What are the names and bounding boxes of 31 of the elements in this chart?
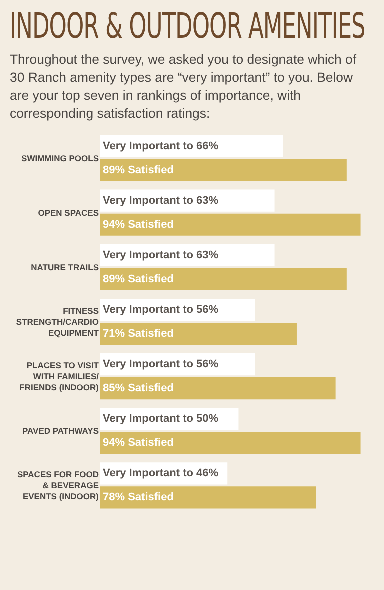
data-label: 89% Satisfied — [103, 164, 174, 176]
bar — [100, 378, 336, 400]
data-label: Very Important to 66% — [103, 140, 219, 152]
bar — [100, 159, 347, 182]
data-label: 89% Satisfied — [103, 273, 174, 286]
bar — [100, 322, 297, 346]
data-label: Very Important to 63% — [103, 194, 219, 207]
data-label: Very Important to 50% — [103, 413, 219, 426]
data-label: 94% Satisfied — [103, 437, 174, 450]
data-label: Very Important to 63% — [103, 249, 219, 262]
y-tick-label: SPACES FOR FOOD & BEVERAGE EVENTS (INDOOR) — [17, 470, 100, 502]
data-label: 85% Satisfied — [103, 382, 174, 395]
y-tick-label: OPEN SPACES — [38, 208, 100, 218]
bar — [100, 135, 284, 158]
data-label: 71% Satisfied — [103, 328, 174, 340]
y-tick-label: SWIMMING POOLS — [22, 153, 100, 164]
bar — [100, 486, 316, 509]
bar — [100, 432, 361, 454]
data-label: Very Important to 56% — [103, 304, 219, 316]
data-label: 94% Satisfied — [103, 218, 174, 231]
data-label: Very Important to 46% — [103, 468, 219, 480]
chart-subtitle: Throughout the survey, we asked you to designate which of 30 Ranch amenity types are “very important” to you. Below are your top seven in rankings of importance, with corresponding satisfaction ratings: — [10, 51, 358, 123]
y-tick-label: PAVED PATHWAYS — [22, 426, 100, 436]
y-tick-label: PLACES TO VISIT WITH FAMILIES/ FRIENDS (INDOOR) — [20, 360, 100, 393]
bar — [100, 268, 347, 290]
bar — [100, 214, 361, 236]
data-label: 78% Satisfied — [103, 492, 174, 504]
y-tick-label: FITNESS STRENGTH/CARDIO EQUIPMENT — [16, 306, 100, 338]
chart-title: INDOOR & OUTDOOR AMENITIES — [10, 6, 366, 47]
y-tick-label: NATURE TRAILS — [31, 262, 100, 272]
data-label: Very Important to 56% — [103, 358, 219, 371]
